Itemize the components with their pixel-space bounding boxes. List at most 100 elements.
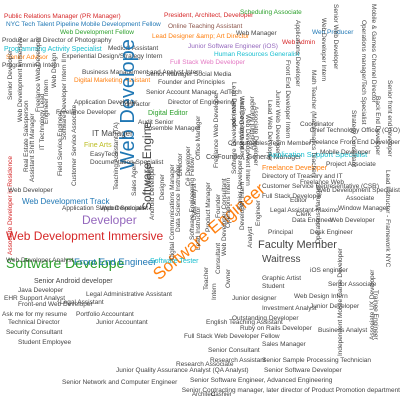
- word-131: Director: [177, 153, 184, 176]
- word-163: Coordinator: [300, 121, 334, 128]
- word-121: Developer Intern: [239, 181, 246, 230]
- word-107: Documentation Specialist: [90, 159, 164, 166]
- word-92: Lead Instructor - Framework NYC: [384, 170, 391, 268]
- word-165: Data Engineer: [292, 217, 334, 224]
- word-62: Senior Consultant: [208, 347, 260, 354]
- word-117: Product Manager: [205, 182, 212, 232]
- word-84: Independent Mobile Game Developer: [337, 247, 344, 356]
- word-134: Office Manager: [195, 115, 202, 160]
- word-125: Owner: [225, 268, 232, 288]
- word-166: Legal Assistant-Maximo: [270, 207, 339, 214]
- word-25: Director of Engineering: [168, 99, 235, 106]
- word-167: Desk Engineer: [310, 229, 353, 236]
- word-158: Web Development Specialist: [317, 187, 400, 194]
- word-133: Contractor: [120, 101, 151, 108]
- word-164: Student: [262, 283, 285, 290]
- word-33: Web Development Track: [22, 197, 110, 206]
- word-136: Software Developer Intern: [231, 98, 238, 174]
- word-96: Web Developer Intern: [320, 18, 327, 82]
- word-168: Clerk: [296, 211, 312, 218]
- word-161: Freelance Front End Developer: [309, 139, 400, 146]
- word-74: Front-end Web Developer: [18, 301, 93, 308]
- word-40: Senior Android developer: [34, 278, 113, 285]
- word-50: Full Stack Developer: [262, 193, 322, 200]
- word-124: Analyst: [247, 226, 254, 248]
- word-20: Founder and Principles: [158, 79, 225, 86]
- word-126: Intern: [211, 283, 218, 300]
- word-64: Senior Sample Processing Technician: [262, 357, 371, 364]
- word-150: Senior Developer: [7, 49, 14, 100]
- word-114: Digital Communications Manager: [169, 164, 176, 260]
- word-69: Senior Network and Computer Engineer: [62, 379, 178, 386]
- word-46: Freelance Developer: [262, 165, 327, 172]
- word-129: Designer: [159, 173, 166, 200]
- word-68: Senior Contracting manager, later direct…: [181, 387, 400, 394]
- word-6: Producer and Director of Photography: [2, 37, 112, 44]
- word-15: Experiential Design/Strategy Intern: [62, 53, 163, 60]
- word-111: Sales Agent: [131, 161, 138, 196]
- word-17: Full Stack Web Developer: [170, 59, 246, 66]
- word-128: Engineer: [255, 199, 262, 226]
- word-65: Junior Quality Assurance Analyst (QA Ana…: [116, 367, 249, 374]
- word-42: Web Developer: [100, 205, 145, 212]
- word-152: Web Developer Analyst: [6, 257, 74, 264]
- word-89: Mobile & Games Channel Director: [370, 4, 377, 103]
- word-11: Programming Activity Specialist: [4, 46, 102, 53]
- word-77: Legal Administrative Assistant: [86, 291, 172, 298]
- word-153: EHR Support Analyst: [4, 295, 66, 302]
- word-3: NYC Tech Talent Pipeline Mobile Developm…: [6, 21, 161, 28]
- word-169: Editor: [290, 197, 307, 204]
- word-94: Associate UX Developer: [369, 269, 376, 340]
- word-8: Web Manager: [236, 30, 277, 37]
- word-82: Senior Associate: [328, 281, 377, 288]
- word-31: EasyTech: [90, 151, 119, 158]
- word-12: Medical Assistant: [108, 45, 159, 52]
- word-79: Research Associate: [176, 361, 234, 368]
- word-122: Web Developer Consultant: [221, 178, 228, 256]
- word-48: Directory of Treasury and IT: [262, 173, 343, 180]
- word-67: Senior Software Engineer, Advanced Engin…: [190, 377, 333, 384]
- word-90: Operations manager/Tech Specialist: [360, 20, 367, 125]
- word-7: Lead Designer &amp; Art Director: [152, 33, 250, 40]
- word-71: Student Employee: [18, 339, 72, 346]
- word-148: Freelance Web Developer: [35, 36, 42, 112]
- word-35: Web Development Immersive: [6, 229, 164, 243]
- word-100: Junior Web Developer: [274, 90, 281, 155]
- word-156: Web Developer: [330, 217, 375, 224]
- word-157: Associate: [346, 195, 375, 202]
- word-26: Digital Editor: [148, 110, 188, 117]
- word-18: Human Resources Generalist: [214, 51, 300, 58]
- word-104: Audit Senior: [138, 119, 174, 126]
- word-137: Senior Web Designer: [239, 98, 246, 160]
- word-49: Customer Service Representative (CSR): [262, 183, 380, 190]
- word-98: Front End Developer Intern: [284, 60, 291, 139]
- word-52: Waitress: [262, 254, 301, 265]
- word-59: Business Analyst: [318, 327, 368, 334]
- word-38: Front End Engineer: [74, 257, 157, 268]
- word-170: Architect: [192, 392, 216, 398]
- word-95: Senior Web Developer: [332, 4, 339, 70]
- word-135: Freelance Web Developer: [213, 92, 220, 168]
- word-16: Programming Intern: [2, 62, 60, 69]
- word-47: Project Associate: [326, 161, 376, 168]
- word-23: Senior Account Manager, AdTech: [146, 89, 242, 96]
- word-41: Java Developer: [18, 287, 64, 294]
- word-138: Assistant Manager: [249, 96, 256, 150]
- word-76: Junior Accountant: [96, 319, 148, 326]
- word-43: Co-Founder, General Manager: [206, 154, 302, 161]
- word-63: Research Assistant: [210, 357, 266, 364]
- word-13: Junior Software Engineer (iOS): [188, 43, 278, 50]
- word-132: C# Developer: [185, 146, 192, 186]
- word-2: Scheduling Associate: [240, 9, 302, 16]
- word-80: Web Design Intern: [294, 293, 348, 300]
- word-4: Online Teaching Assistant: [168, 23, 243, 30]
- word-14: Senior Advisor: [6, 54, 48, 61]
- word-159: Freelance Web: [300, 179, 344, 186]
- word-145: Application Support Specialist: [62, 205, 148, 212]
- word-66: Senior Software Developer: [264, 367, 342, 374]
- word-51: Faculty Member: [258, 239, 337, 251]
- word-143: Assistant Shift Manager: [29, 113, 36, 182]
- word-39: Software Tester: [150, 258, 199, 265]
- word-101: Lead Web Developer: [266, 100, 273, 161]
